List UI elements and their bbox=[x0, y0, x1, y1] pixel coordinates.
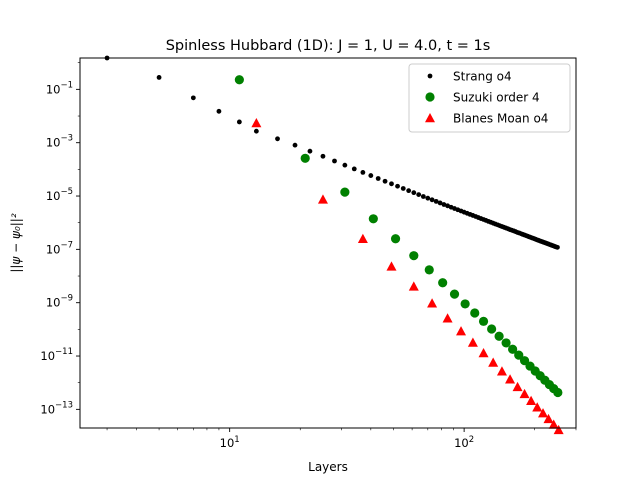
data-point bbox=[408, 281, 419, 291]
data-point bbox=[427, 298, 438, 308]
x-tick-label: 101 bbox=[220, 435, 240, 450]
data-point bbox=[478, 316, 489, 326]
data-point bbox=[300, 153, 310, 163]
legend: Strang o4 Suzuki order 4 Blanes Moan o4 bbox=[408, 63, 571, 133]
data-point bbox=[532, 402, 543, 412]
data-point bbox=[437, 200, 443, 206]
data-point bbox=[538, 408, 549, 418]
data-point bbox=[368, 214, 378, 224]
data-point bbox=[292, 142, 298, 148]
plot-marks bbox=[104, 55, 564, 435]
y-tick-label: 10−9 bbox=[46, 294, 73, 310]
data-point bbox=[514, 350, 524, 360]
data-point bbox=[332, 158, 337, 164]
data-point bbox=[320, 153, 326, 159]
data-point bbox=[543, 413, 554, 424]
data-point bbox=[494, 331, 504, 341]
data-point bbox=[234, 75, 244, 85]
data-point bbox=[409, 251, 419, 261]
legend-marker bbox=[425, 113, 435, 123]
legend-label: Suzuki order 4 bbox=[453, 91, 540, 105]
series-0 bbox=[104, 55, 560, 250]
series-2 bbox=[251, 117, 564, 435]
data-point bbox=[400, 186, 406, 191]
data-point bbox=[253, 128, 259, 134]
data-point bbox=[382, 178, 388, 184]
data-point bbox=[275, 136, 280, 142]
data-point bbox=[456, 326, 467, 336]
data-point bbox=[487, 324, 497, 334]
y-tick-label: 10−11 bbox=[40, 347, 73, 363]
y-tick-label: 10−3 bbox=[46, 134, 73, 150]
y-tick-label: 10−13 bbox=[40, 400, 73, 416]
data-point bbox=[390, 234, 401, 244]
legend-marker bbox=[425, 92, 435, 102]
y-axis-label: ||ψ − ψ₀||² bbox=[9, 213, 23, 272]
data-point bbox=[449, 289, 460, 299]
data-point bbox=[420, 194, 426, 199]
data-point bbox=[438, 278, 448, 288]
y-tick-label: 10−7 bbox=[46, 240, 73, 256]
x-axis-label: Layers bbox=[308, 460, 348, 474]
data-point bbox=[441, 202, 447, 207]
data-point bbox=[351, 166, 357, 172]
chart-title: Spinless Hubbard (1D): J = 1, U = 4.0, t… bbox=[166, 38, 491, 54]
data-point bbox=[553, 424, 564, 435]
plot-area-frame bbox=[79, 57, 577, 429]
data-point bbox=[553, 387, 563, 398]
data-point bbox=[508, 344, 518, 354]
data-point bbox=[478, 347, 489, 358]
data-point bbox=[251, 117, 262, 128]
legend-label: Blanes Moan o4 bbox=[453, 112, 548, 126]
data-point bbox=[429, 197, 435, 203]
data-point bbox=[395, 183, 400, 189]
data-point bbox=[307, 148, 313, 154]
data-point bbox=[519, 388, 530, 399]
y-tick-label: 10−1 bbox=[46, 80, 73, 96]
data-point bbox=[236, 119, 242, 125]
x-tick-label: 102 bbox=[454, 435, 474, 450]
data-point bbox=[375, 176, 381, 181]
data-point bbox=[470, 308, 480, 318]
legend-frame bbox=[408, 63, 571, 133]
data-point bbox=[406, 188, 412, 194]
data-point bbox=[467, 337, 478, 347]
data-point bbox=[216, 108, 222, 114]
data-point bbox=[501, 338, 511, 348]
data-point bbox=[190, 95, 196, 101]
data-point bbox=[460, 299, 470, 309]
data-point bbox=[156, 75, 162, 80]
series-1 bbox=[234, 75, 563, 398]
data-point bbox=[386, 261, 397, 271]
data-point bbox=[526, 395, 537, 406]
data-point bbox=[368, 173, 374, 178]
data-point bbox=[488, 357, 499, 367]
data-point bbox=[416, 192, 422, 198]
data-point bbox=[357, 233, 368, 243]
legend-label: Strang o4 bbox=[453, 70, 512, 84]
data-point bbox=[555, 244, 560, 250]
y-tick-label: 10−5 bbox=[46, 187, 73, 203]
data-point bbox=[389, 181, 394, 187]
data-point bbox=[340, 187, 350, 197]
data-point bbox=[496, 366, 507, 376]
data-point bbox=[433, 198, 439, 204]
data-point bbox=[411, 190, 417, 196]
data-point bbox=[425, 195, 431, 201]
data-point bbox=[424, 265, 434, 275]
data-point bbox=[505, 374, 516, 384]
x-axis: 101 102 bbox=[106, 428, 577, 450]
data-point bbox=[317, 194, 328, 204]
data-point bbox=[512, 381, 523, 392]
data-point bbox=[342, 162, 348, 168]
y-axis: 10−13 10−11 10−9 10−7 10−5 10−3 10−1 bbox=[40, 62, 80, 416]
data-point bbox=[548, 419, 559, 429]
data-point bbox=[360, 169, 366, 175]
legend-marker bbox=[427, 73, 433, 79]
data-point bbox=[442, 313, 453, 323]
